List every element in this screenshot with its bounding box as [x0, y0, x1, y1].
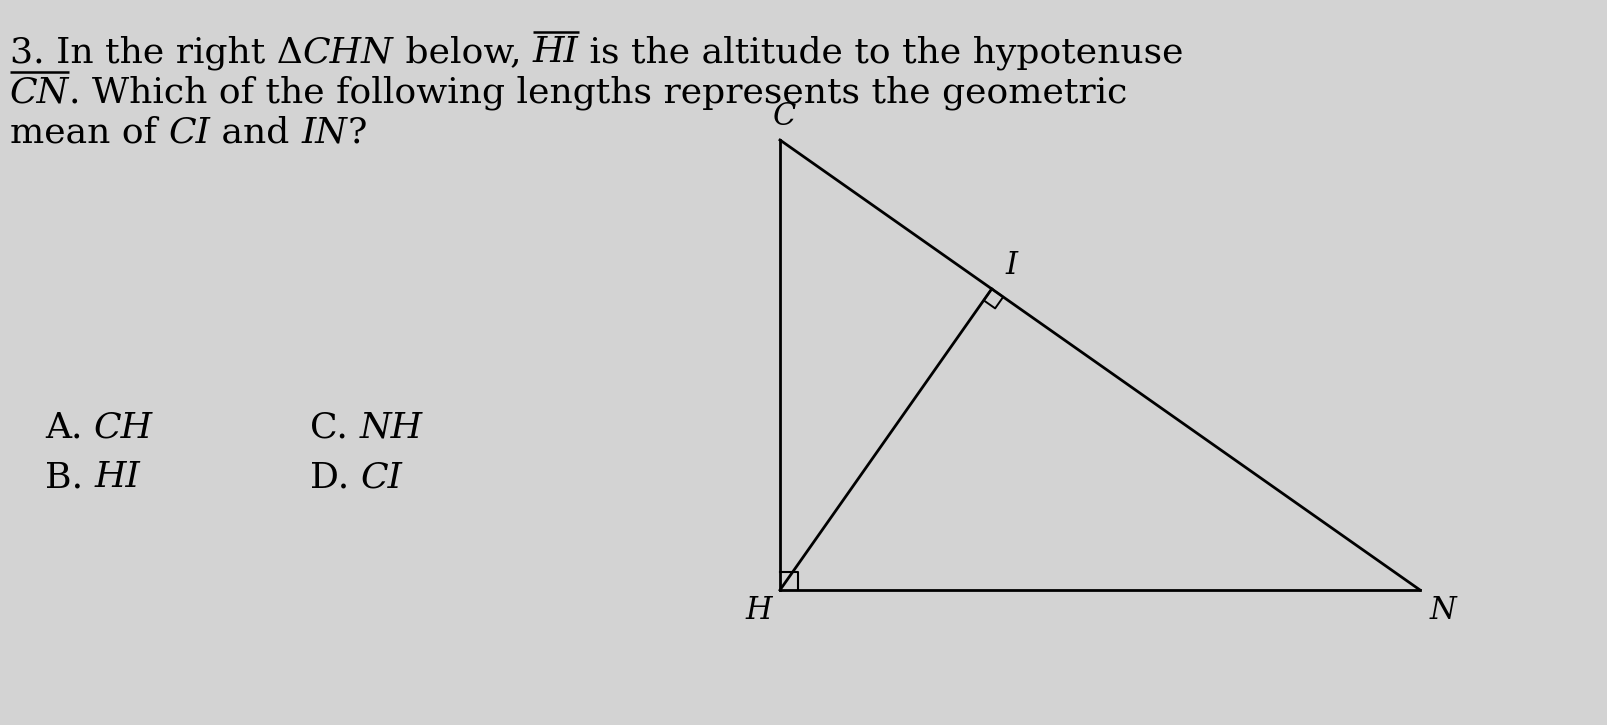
- Text: below,: below,: [394, 35, 534, 69]
- Text: CHN: CHN: [302, 35, 394, 69]
- Text: CH: CH: [93, 410, 153, 444]
- Text: HI: HI: [95, 460, 140, 494]
- Text: HI: HI: [534, 35, 579, 69]
- Text: N: N: [1430, 595, 1458, 626]
- Text: NH: NH: [360, 410, 423, 444]
- Text: H: H: [746, 595, 771, 626]
- Text: . Which of the following lengths represents the geometric: . Which of the following lengths represe…: [69, 75, 1128, 109]
- Text: ?: ?: [347, 115, 366, 149]
- Text: CI: CI: [169, 115, 211, 149]
- Text: IN: IN: [301, 115, 347, 149]
- Text: is the altitude to the hypotenuse: is the altitude to the hypotenuse: [579, 35, 1184, 70]
- Text: mean of: mean of: [10, 115, 169, 149]
- Text: C: C: [773, 101, 797, 132]
- Text: B.: B.: [45, 460, 95, 494]
- Text: A.: A.: [45, 410, 93, 444]
- Text: CN: CN: [10, 75, 69, 109]
- Text: CI: CI: [360, 460, 403, 494]
- Text: and: and: [211, 115, 301, 149]
- Text: I: I: [1006, 250, 1017, 281]
- Text: C.: C.: [310, 410, 360, 444]
- Text: D.: D.: [310, 460, 360, 494]
- Text: 3. In the right Δ: 3. In the right Δ: [10, 35, 302, 70]
